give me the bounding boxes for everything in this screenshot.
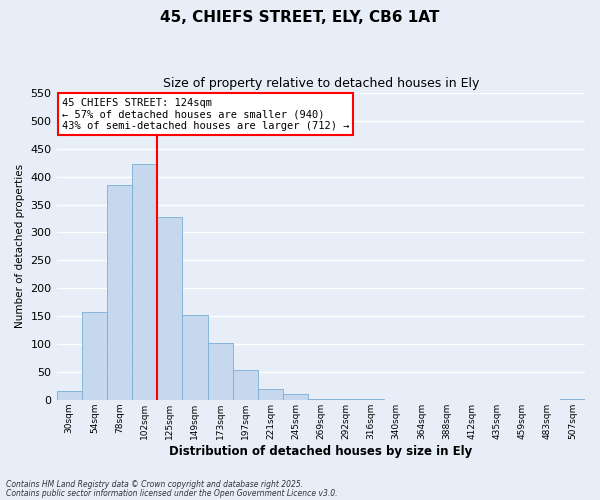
Bar	[132, 164, 157, 400]
Bar	[308, 398, 334, 400]
Bar	[283, 394, 308, 400]
Text: Contains HM Land Registry data © Crown copyright and database right 2025.: Contains HM Land Registry data © Crown c…	[6, 480, 303, 489]
Bar	[157, 217, 182, 400]
Bar	[107, 185, 132, 400]
Text: 45 CHIEFS STREET: 124sqm
← 57% of detached houses are smaller (940)
43% of semi-: 45 CHIEFS STREET: 124sqm ← 57% of detach…	[62, 98, 349, 131]
Bar	[182, 315, 208, 400]
Title: Size of property relative to detached houses in Ely: Size of property relative to detached ho…	[163, 78, 479, 90]
Y-axis label: Number of detached properties: Number of detached properties	[15, 164, 25, 328]
Bar	[82, 312, 107, 400]
Bar	[560, 398, 585, 400]
Text: Contains public sector information licensed under the Open Government Licence v3: Contains public sector information licen…	[6, 489, 337, 498]
Bar	[233, 370, 258, 400]
Bar	[334, 399, 359, 400]
Text: 45, CHIEFS STREET, ELY, CB6 1AT: 45, CHIEFS STREET, ELY, CB6 1AT	[160, 10, 440, 25]
Bar	[208, 344, 233, 400]
Bar	[56, 392, 82, 400]
Bar	[359, 399, 383, 400]
Bar	[258, 388, 283, 400]
X-axis label: Distribution of detached houses by size in Ely: Distribution of detached houses by size …	[169, 444, 472, 458]
